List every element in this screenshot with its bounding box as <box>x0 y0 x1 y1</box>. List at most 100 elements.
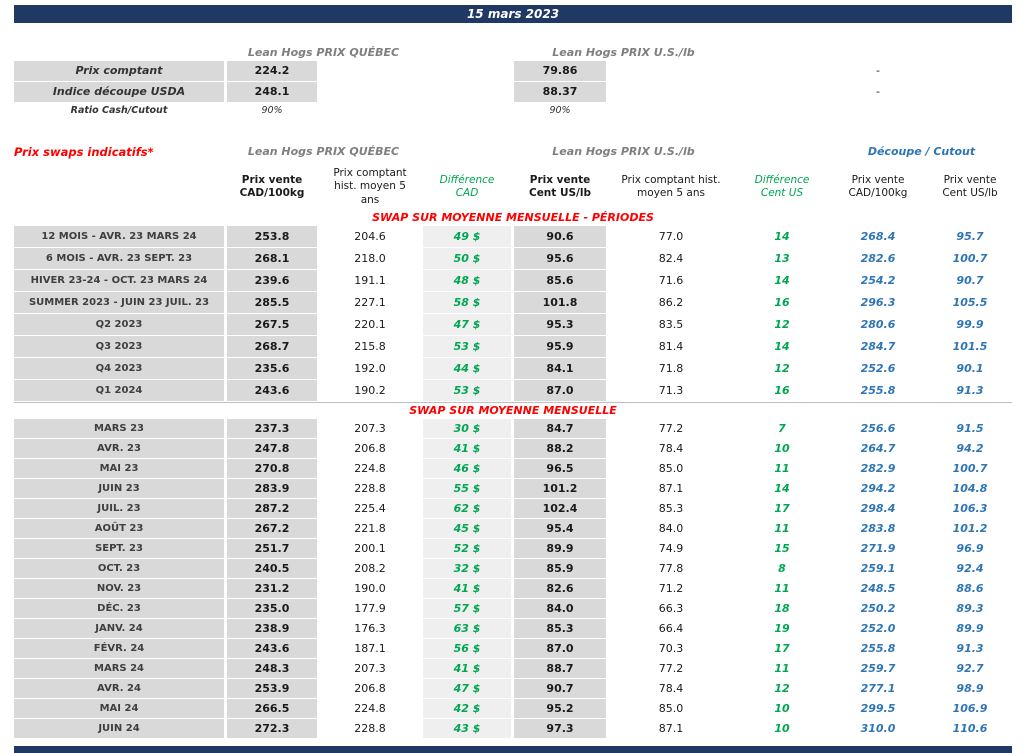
value-cell: 14 <box>736 270 828 292</box>
value-cell: 89.9 <box>514 539 606 559</box>
value-cell: 13 <box>736 248 828 270</box>
value-cell: 84.7 <box>514 419 606 439</box>
value-cell: 238.9 <box>227 619 317 639</box>
value-cell: 41 $ <box>423 439 511 459</box>
table-row: JUIL. 23 287.2 225.4 62 $102.4 85.3 17 298.4 10… <box>14 499 1012 519</box>
value-cell: 95.4 <box>514 519 606 539</box>
value-cell: 84.1 <box>514 358 606 380</box>
value-cell: 85.0 <box>609 699 733 719</box>
value-cell: 272.3 <box>227 719 317 739</box>
col-header-difference-cad: Différence CAD <box>423 164 511 210</box>
value-cell: 192.0 <box>320 358 420 380</box>
value-cell: 224.8 <box>320 699 420 719</box>
value-cell: 10 <box>736 439 828 459</box>
value-cell: 48 $ <box>423 270 511 292</box>
value-cell: 66.4 <box>609 619 733 639</box>
value-cell: 16 <box>736 380 828 402</box>
value-cell: 78.4 <box>609 679 733 699</box>
value-cell: 255.8 <box>831 380 925 402</box>
value-cell: 176.3 <box>320 619 420 639</box>
value-cell: - <box>831 61 925 82</box>
periods-section-title: SWAP SUR MOYENNE MENSUELLE - PÉRIODES <box>14 210 1012 226</box>
value-cell: 267.2 <box>227 519 317 539</box>
value-cell: 294.2 <box>831 479 925 499</box>
row-label: AVR. 23 <box>14 439 224 459</box>
table-row: Q1 2024 243.6 190.2 53 $87.0 71.3 16 255.8 91.3 <box>14 380 1012 402</box>
value-cell: 7 <box>736 419 828 439</box>
value-cell: 285.5 <box>227 292 317 314</box>
value-cell: 248.3 <box>227 659 317 679</box>
row-label: MARS 24 <box>14 659 224 679</box>
value-cell: 96.5 <box>514 459 606 479</box>
row-label: 6 MOIS - AVR. 23 SEPT. 23 <box>14 248 224 270</box>
value-cell: 224.2 <box>227 61 317 82</box>
date-banner: 15 mars 2023 <box>14 5 1012 23</box>
value-cell: 14 <box>736 336 828 358</box>
value-cell: 87.1 <box>609 719 733 739</box>
value-cell: 235.0 <box>227 599 317 619</box>
spot-row-prix-comptant: Prix comptant 224.2 79.86 - <box>14 61 1012 82</box>
value-cell: 235.6 <box>227 358 317 380</box>
value-cell: 95.9 <box>514 336 606 358</box>
value-cell: 14 <box>736 226 828 248</box>
row-label: OCT. 23 <box>14 559 224 579</box>
row-label: SUMMER 2023 - JUIN 23 JUIL. 23 <box>14 292 224 314</box>
value-cell: 88.6 <box>928 579 1012 599</box>
value-cell: 92.7 <box>928 659 1012 679</box>
value-cell: 101.5 <box>928 336 1012 358</box>
value-cell: 47 $ <box>423 679 511 699</box>
value-cell: 53 $ <box>423 336 511 358</box>
value-cell: 206.8 <box>320 439 420 459</box>
value-cell: 41 $ <box>423 579 511 599</box>
value-cell: 282.9 <box>831 459 925 479</box>
value-cell: 264.7 <box>831 439 925 459</box>
row-label: NOV. 23 <box>14 579 224 599</box>
value-cell: 100.7 <box>928 248 1012 270</box>
col-header-hist-cad: Prix comptant hist. moyen 5 ans <box>320 164 420 210</box>
value-cell: - <box>831 82 925 103</box>
value-cell: 253.9 <box>227 679 317 699</box>
cutout-header: Découpe / Cutout <box>867 145 976 158</box>
value-cell: 91.3 <box>928 380 1012 402</box>
value-cell: 47 $ <box>423 314 511 336</box>
value-cell: 206.8 <box>320 679 420 699</box>
value-cell: 90% <box>261 105 283 116</box>
value-cell: 110.6 <box>928 719 1012 739</box>
row-label: Q2 2023 <box>14 314 224 336</box>
value-cell: 256.6 <box>831 419 925 439</box>
row-label: JUIL. 23 <box>14 499 224 519</box>
value-cell: 248.1 <box>227 82 317 103</box>
value-cell: 251.7 <box>227 539 317 559</box>
value-cell: 88.2 <box>514 439 606 459</box>
value-cell: 255.8 <box>831 639 925 659</box>
value-cell: 268.4 <box>831 226 925 248</box>
value-cell: 53 $ <box>423 380 511 402</box>
table-row: JANV. 24 238.9 176.3 63 $85.3 66.4 19 252.0 89.… <box>14 619 1012 639</box>
value-cell: 243.6 <box>227 639 317 659</box>
value-cell: 283.9 <box>227 479 317 499</box>
value-cell: 220.1 <box>320 314 420 336</box>
value-cell: 12 <box>736 358 828 380</box>
value-cell: 224.8 <box>320 459 420 479</box>
value-cell: 11 <box>736 579 828 599</box>
value-cell: 77.0 <box>609 226 733 248</box>
value-cell: 283.8 <box>831 519 925 539</box>
row-label: 12 MOIS - AVR. 23 MARS 24 <box>14 226 224 248</box>
row-label: JUIN 24 <box>14 719 224 739</box>
value-cell: 254.2 <box>831 270 925 292</box>
value-cell: 71.3 <box>609 380 733 402</box>
bottom-divider-bar <box>14 746 1012 753</box>
table-row: MARS 24 248.3 207.3 41 $88.7 77.2 11 259.7 92.7 <box>14 659 1012 679</box>
swap-section-title: Prix swaps indicatifs* <box>14 145 154 159</box>
spot-row-ratio: Ratio Cash/Cutout 90% 90% <box>14 103 1012 118</box>
value-cell: 237.3 <box>227 419 317 439</box>
value-cell: 87.0 <box>514 639 606 659</box>
value-cell: 298.4 <box>831 499 925 519</box>
row-label: FÉVR. 24 <box>14 639 224 659</box>
col-header-difference-us: Différence Cent US <box>736 164 828 210</box>
value-cell: 207.3 <box>320 659 420 679</box>
value-cell: 277.1 <box>831 679 925 699</box>
row-label: Q4 2023 <box>14 358 224 380</box>
row-label: JUIN 23 <box>14 479 224 499</box>
swap-header-row: Prix swaps indicatifs* Lean Hogs PRIX QU… <box>14 144 1012 160</box>
